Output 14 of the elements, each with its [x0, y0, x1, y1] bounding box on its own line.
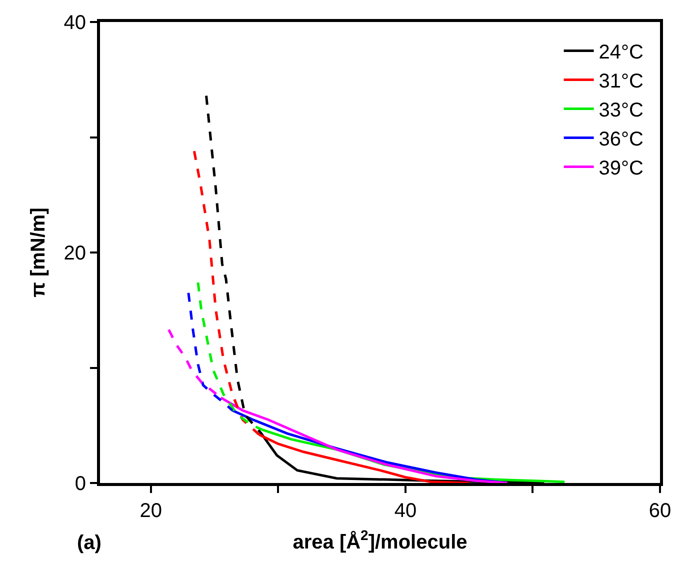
legend-label: 31°C [598, 70, 644, 93]
x-tick-label: 20 [140, 500, 162, 522]
x-tick-label: 40 [394, 500, 417, 522]
legend-label: 24°C [598, 42, 644, 64]
y-axis-title: π [mN/m] [27, 208, 50, 298]
legend-label: 39°C [598, 158, 644, 180]
x-tick-label: 60 [648, 500, 672, 522]
y-tick-label: 20 [64, 242, 86, 264]
text: (a) [77, 532, 102, 554]
x-axis-title: area [Å$^{2}$]/molecule [292, 527, 468, 554]
y-tick-label: 0 [74, 473, 86, 495]
legend-label: 36°C [598, 128, 644, 151]
y-tick-label: 40 [64, 12, 86, 34]
legend-label: 33°C [598, 100, 644, 122]
